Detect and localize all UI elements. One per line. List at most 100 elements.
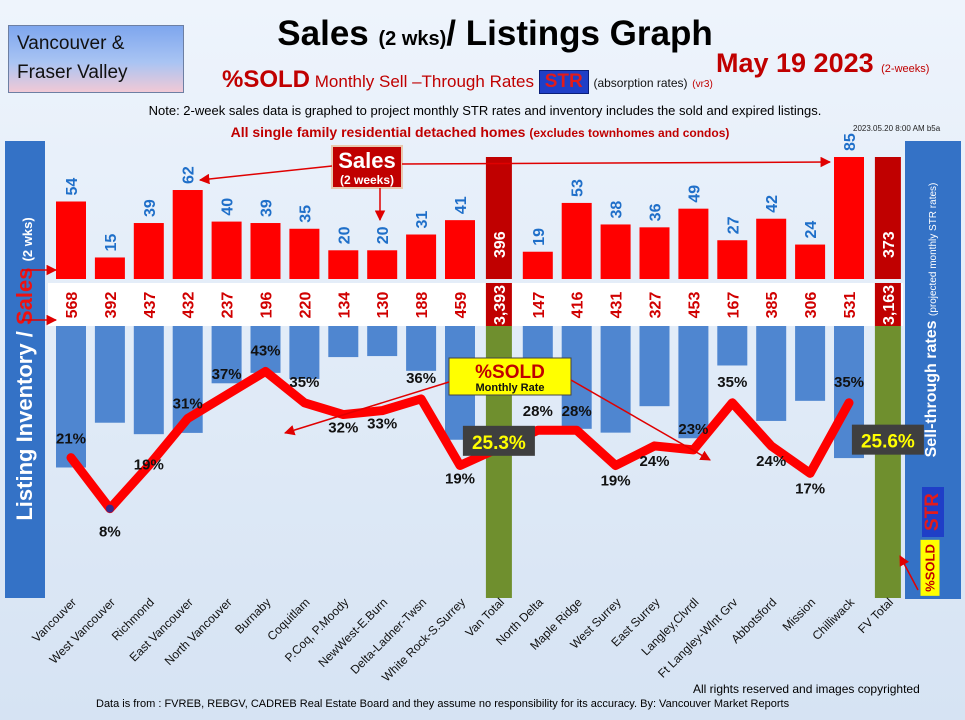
inventory-value-label: 237 [220,292,237,319]
inventory-bar [678,323,709,439]
sales-value-label: 49 [686,185,703,203]
sales-bar [328,250,359,279]
sales-value-label: 62 [181,166,198,184]
sales-value-label: 39 [142,199,159,217]
report-date: May 19 2023 (2-weeks) [716,48,929,79]
inventory-value-label: 459 [453,292,470,319]
category-label: FV Total [855,595,896,636]
inventory-bar [211,323,242,384]
category-label: Chilliwack [810,595,858,643]
left-axis-panel [5,141,45,598]
chart-title: Sales (2 wks)/ Listings Graph [200,14,790,54]
sold-value-label: 28% [523,403,553,420]
sales-value-label: 27 [725,216,742,234]
inventory-value-label: 147 [531,292,548,319]
category-label: North Vancouver [162,595,235,668]
inventory-value-label: 306 [803,292,820,319]
sales-bar [522,251,553,279]
sales-value-label: 35 [297,205,314,223]
sold-value-label: 36% [406,370,436,387]
sales-value-label: 19 [531,228,548,246]
sales-value-label: 24 [803,221,820,239]
total-sales-bar [874,157,901,279]
title-rest: / Listings Graph [446,14,713,53]
sales-value-label: 396 [492,231,509,258]
sales-bar [561,202,592,279]
inventory-bar [328,323,359,358]
sales-callout-box [331,145,403,189]
inventory-value-label: 568 [64,292,81,319]
inventory-bar [406,323,437,371]
subtitle-sold: %SOLD [222,66,311,93]
inventory-value-label: 327 [648,292,665,319]
sold-value-label: 19% [445,471,475,488]
inventory-value-label: 392 [103,292,120,319]
property-type: All single family residential detached h… [230,124,526,140]
timestamp: 2023.05.20 8:00 AM b5a [853,124,941,133]
sales-arrow-left [198,165,333,185]
sales-value-label: 42 [764,195,781,213]
total-sold-box [462,425,535,456]
sales-value-label: 20 [375,226,392,244]
sales-callout-title: Sales [338,148,396,173]
sales-value-label: 31 [414,211,431,229]
inventory-bar [289,323,320,379]
title-sales: Sales [277,14,369,53]
sales-value-label: 38 [609,201,626,219]
inventory-label-band [48,283,903,326]
sold-value-label: 35% [834,374,864,391]
inventory-value-label: 432 [181,292,198,319]
sales-bar [445,220,475,279]
inventory-value-label: 416 [570,292,587,319]
sales-bar [406,234,437,279]
sales-value-label: 20 [336,226,353,244]
sold-value-label: 28% [562,403,592,420]
subtitle-rates: Monthly Sell –Through Rates [314,72,534,91]
chart-note: Note: 2-week sales data is graphed to pr… [148,103,822,118]
inventory-value-label: 188 [414,292,431,319]
property-type-note: (excludes townhomes and condos) [529,126,730,140]
inventory-value-label: 385 [764,292,781,319]
sold-value-label: 19% [134,457,164,474]
sales-bar [717,240,748,279]
region-line-2: Fraser Valley [17,62,128,83]
total-sales-bar [485,157,512,279]
total-label-cell [485,283,512,326]
inventory-bar [522,323,553,361]
report-date-value: May 19 2023 [716,48,874,78]
sold-value-label: 32% [328,420,358,437]
sales-bar [211,221,242,279]
inventory-bar [795,323,826,401]
title-period: (2 wks) [378,28,447,50]
report-date-note: (2-weeks) [881,63,930,75]
sold-value-label: 8% [99,524,121,541]
sales-value-label: 54 [64,178,81,196]
sales-bar [834,157,864,279]
sales-bar [250,223,281,279]
total-inventory-bar [874,323,901,598]
sold-callout-box [448,357,572,396]
inventory-value-label: 453 [686,292,703,319]
sold-value-label: 33% [367,416,397,433]
right-sold-pointer [899,555,919,591]
sold-callout-title: %SOLD [475,362,545,383]
version-note: (vr3) [692,79,713,90]
sales-callout-subtitle: (2 weeks) [340,173,394,187]
sold-value-label: 31% [173,395,203,412]
sales-bar [756,218,787,279]
sold-callout-subtitle: Monthly Rate [475,382,544,394]
inventory-value-label: 134 [336,292,353,319]
sold-value-label: 35% [289,374,319,391]
category-label: NewWest-E.Burn [316,595,391,670]
sales-bar [289,228,320,279]
sales-value-label: 40 [220,198,237,216]
sold-value-label: 23% [678,421,708,438]
sales-bar [678,208,709,279]
sold-value-label: 43% [250,342,280,359]
sold-value-label: 19% [601,473,631,490]
inventory-value-label: 437 [142,292,159,319]
sales-value-label: 53 [570,179,587,197]
region-line-1: Vancouver & [17,33,125,54]
inventory-bar [600,323,631,433]
total-sold-box [851,424,924,455]
